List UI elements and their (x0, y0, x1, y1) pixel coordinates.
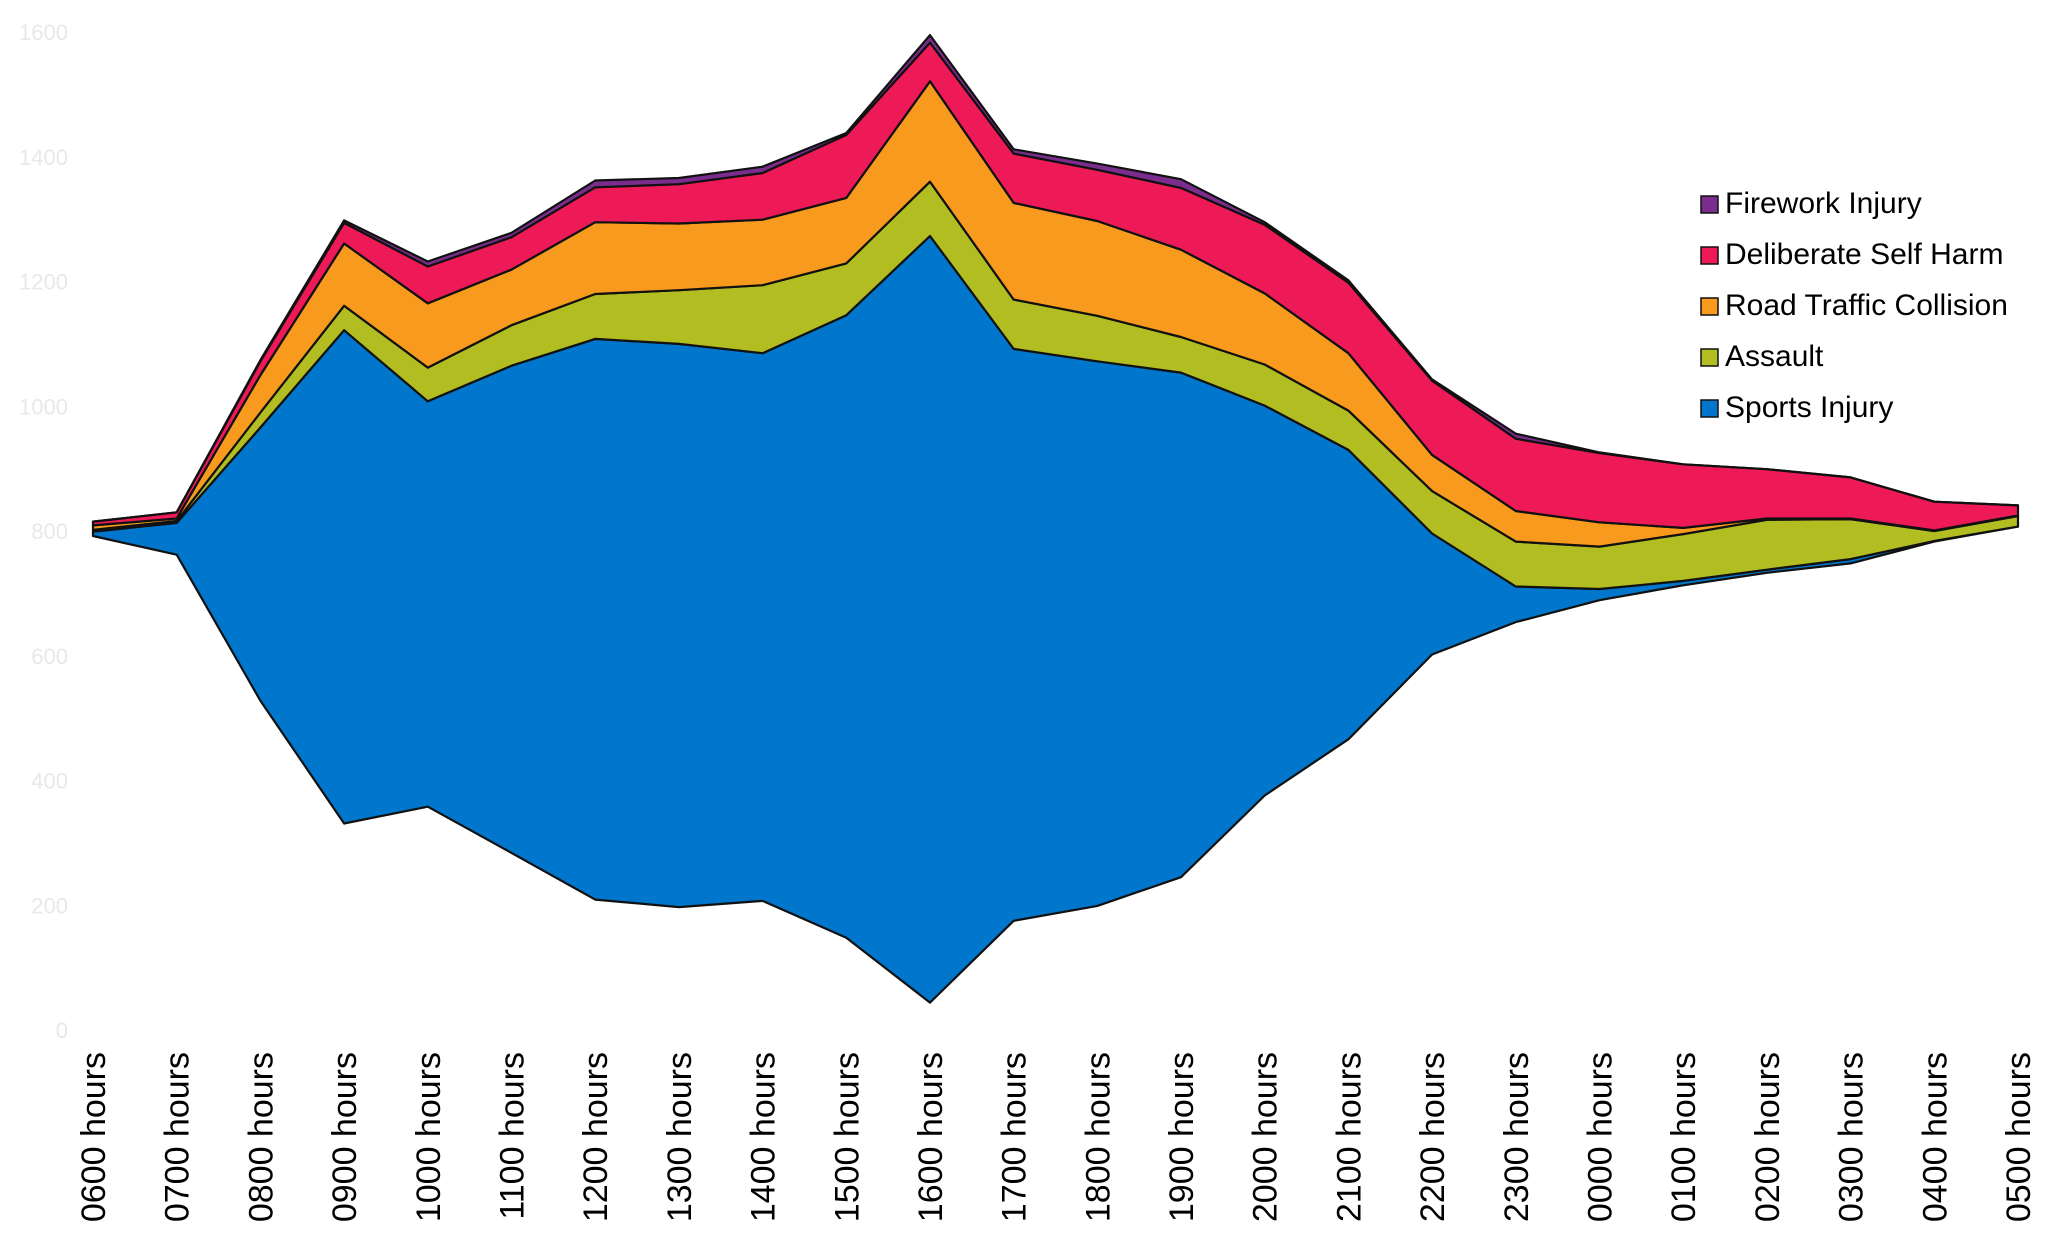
x-tick-label: 1200 hours (577, 1052, 615, 1222)
legend-item-road-traffic-collision: Road Traffic Collision (1700, 289, 2008, 322)
x-tick-label: 2000 hours (1247, 1052, 1285, 1222)
y-tick-label: 600 (31, 644, 68, 669)
y-tick-label: 800 (31, 519, 68, 544)
legend-item-firework-injury: Firework Injury (1700, 187, 1922, 220)
x-tick-label: 0800 hours (242, 1052, 280, 1222)
x-tick-label: 0900 hours (326, 1052, 364, 1222)
legend-swatch (1700, 195, 1719, 214)
legend-item-deliberate-self-harm: Deliberate Self Harm (1700, 238, 2003, 271)
y-tick-label: 1400 (19, 145, 68, 170)
x-tick-label: 1000 hours (410, 1052, 448, 1222)
x-tick-label: 0600 hours (75, 1052, 113, 1222)
y-tick-label: 1600 (19, 20, 68, 45)
y-tick-label: 200 (31, 893, 68, 918)
x-tick-label: 0000 hours (1582, 1052, 1620, 1222)
y-axis-tick-labels: 0 200 400 600 800 1000 1200 1400 1600 (19, 20, 68, 1043)
x-tick-label: 0500 hours (2000, 1052, 2038, 1222)
x-tick-label: 1500 hours (828, 1052, 866, 1222)
x-tick-label: 0200 hours (1749, 1052, 1787, 1222)
x-tick-label: 2300 hours (1498, 1052, 1536, 1222)
x-tick-label: 1100 hours (494, 1052, 532, 1220)
y-tick-label: 0 (56, 1018, 68, 1043)
legend-label: Road Traffic Collision (1725, 289, 2008, 322)
x-tick-label: 0700 hours (159, 1052, 197, 1222)
x-tick-label: 1700 hours (996, 1052, 1034, 1222)
x-tick-label: 0400 hours (1916, 1052, 1954, 1222)
x-tick-label: 0300 hours (1833, 1052, 1871, 1222)
y-tick-label: 1000 (19, 394, 68, 419)
y-tick-label: 400 (31, 769, 68, 794)
x-tick-label: 2100 hours (1330, 1052, 1368, 1222)
x-tick-label: 0100 hours (1665, 1052, 1703, 1222)
legend-item-assault: Assault (1700, 340, 1824, 373)
area-firework-injury (91, 34, 2020, 523)
series-areas (91, 34, 2020, 1004)
legend-item-sports-injury: Sports Injury (1700, 391, 1893, 424)
legend-label: Assault (1725, 340, 1824, 373)
legend-swatch (1700, 399, 1719, 418)
legend-swatch (1700, 348, 1719, 367)
legend-label: Deliberate Self Harm (1725, 238, 2003, 271)
x-tick-label: 1300 hours (661, 1052, 699, 1222)
legend-swatch (1700, 297, 1719, 316)
x-axis-tick-labels: 0600 hours 0700 hours 0800 hours 0900 hours… (75, 1052, 2038, 1222)
y-tick-label: 1200 (19, 270, 68, 295)
x-tick-label: 1900 hours (1163, 1052, 1201, 1222)
legend-label: Firework Injury (1725, 187, 1922, 220)
x-tick-label: 1600 hours (912, 1052, 950, 1222)
x-tick-label: 1800 hours (1079, 1052, 1117, 1222)
legend-swatch (1700, 246, 1719, 265)
legend-label: Sports Injury (1725, 391, 1893, 424)
legend: Firework Injury Deliberate Self Harm Road … (1700, 187, 2008, 424)
x-tick-label: 2200 hours (1414, 1052, 1452, 1222)
x-tick-label: 1400 hours (745, 1052, 783, 1222)
